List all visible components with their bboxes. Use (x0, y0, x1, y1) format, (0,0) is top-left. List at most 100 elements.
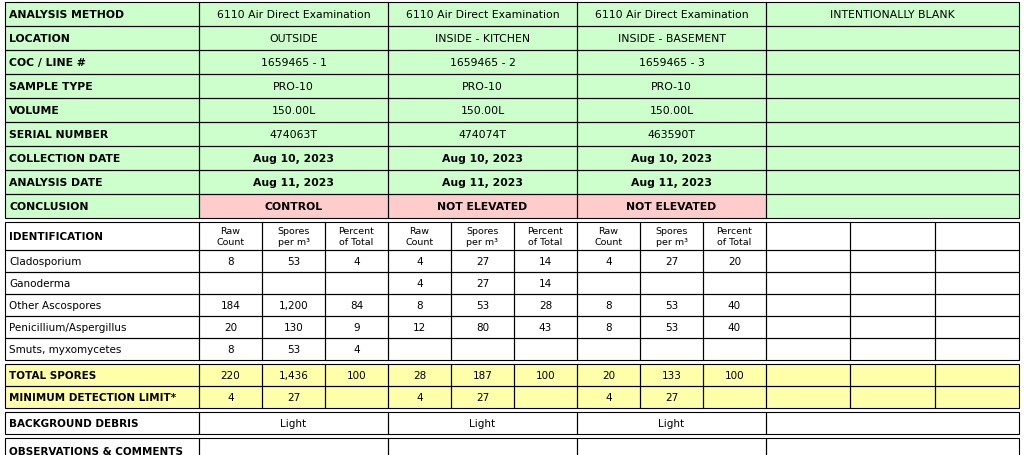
Bar (5, 3, 199, 27)
Bar (5, 51, 199, 75)
Text: Aug 10, 2023: Aug 10, 2023 (253, 154, 334, 164)
Bar (577, 294, 640, 316)
Text: Raw
Count: Raw Count (216, 227, 245, 246)
Bar (5, 171, 199, 195)
Text: 80: 80 (476, 322, 489, 332)
Bar (199, 273, 262, 294)
Bar (703, 386, 766, 408)
Text: Aug 11, 2023: Aug 11, 2023 (253, 177, 334, 187)
Bar (766, 99, 1019, 123)
Bar (451, 316, 514, 338)
Bar (325, 294, 388, 316)
Text: 53: 53 (665, 322, 678, 332)
Bar (766, 99, 1019, 123)
Bar (199, 222, 262, 250)
Bar (388, 123, 577, 147)
Text: SAMPLE TYPE: SAMPLE TYPE (9, 82, 92, 92)
Bar (5, 27, 199, 51)
Bar (451, 273, 514, 294)
Text: 4: 4 (416, 257, 423, 267)
Text: 184: 184 (220, 300, 241, 310)
Bar (514, 294, 577, 316)
Text: 40: 40 (728, 300, 741, 310)
Bar (262, 250, 325, 273)
Bar (577, 27, 766, 51)
Bar (199, 3, 388, 27)
Bar (388, 222, 451, 250)
Text: 130: 130 (284, 322, 303, 332)
Bar (388, 364, 451, 386)
Bar (935, 222, 1019, 250)
Bar (388, 123, 577, 147)
Bar (5, 123, 199, 147)
Bar (388, 195, 577, 218)
Text: 27: 27 (476, 257, 489, 267)
Bar (199, 412, 388, 434)
Text: 27: 27 (476, 392, 489, 402)
Bar (325, 338, 388, 360)
Bar (199, 364, 262, 386)
Text: 150.00L: 150.00L (461, 106, 505, 116)
Text: 1659465 - 2: 1659465 - 2 (450, 58, 515, 68)
Text: 4: 4 (227, 392, 233, 402)
Bar (766, 195, 1019, 218)
Text: 8: 8 (227, 257, 233, 267)
Bar (577, 123, 766, 147)
Bar (388, 3, 577, 27)
Bar (577, 364, 640, 386)
Text: INSIDE - BASEMENT: INSIDE - BASEMENT (617, 34, 725, 44)
Bar (935, 364, 1019, 386)
Bar (577, 386, 640, 408)
Text: 4: 4 (605, 257, 611, 267)
Bar (199, 386, 262, 408)
Text: INSIDE - KITCHEN: INSIDE - KITCHEN (435, 34, 530, 44)
Text: Smuts, myxomycetes: Smuts, myxomycetes (9, 344, 122, 354)
Bar (5, 123, 199, 147)
Text: Raw
Count: Raw Count (406, 227, 433, 246)
Text: 4: 4 (353, 257, 359, 267)
Text: 20: 20 (602, 370, 615, 380)
Bar (935, 294, 1019, 316)
Bar (577, 412, 766, 434)
Text: 474063T: 474063T (269, 130, 317, 140)
Text: 28: 28 (413, 370, 426, 380)
Bar (577, 438, 766, 455)
Bar (766, 3, 1019, 27)
Bar (577, 75, 766, 99)
Bar (5, 147, 199, 171)
Bar (577, 273, 640, 294)
Bar (199, 171, 388, 195)
Text: 9: 9 (353, 322, 359, 332)
Text: 27: 27 (287, 392, 300, 402)
Bar (388, 386, 451, 408)
Bar (577, 75, 766, 99)
Bar (703, 273, 766, 294)
Bar (935, 386, 1019, 408)
Bar (451, 364, 514, 386)
Bar (514, 222, 577, 250)
Bar (577, 147, 766, 171)
Bar (388, 51, 577, 75)
Text: Percent
of Total: Percent of Total (527, 227, 563, 246)
Text: Raw
Count: Raw Count (595, 227, 623, 246)
Text: INTENTIONALLY BLANK: INTENTIONALLY BLANK (830, 10, 954, 20)
Bar (703, 364, 766, 386)
Bar (199, 386, 262, 408)
Bar (766, 27, 1019, 51)
Bar (577, 99, 766, 123)
Bar (850, 364, 935, 386)
Bar (640, 273, 703, 294)
Text: Light: Light (658, 418, 685, 428)
Text: 53: 53 (665, 300, 678, 310)
Bar (640, 364, 703, 386)
Bar (388, 171, 577, 195)
Text: 14: 14 (539, 257, 552, 267)
Bar (388, 51, 577, 75)
Bar (199, 438, 388, 455)
Bar (388, 195, 577, 218)
Bar (640, 364, 703, 386)
Bar (703, 364, 766, 386)
Bar (514, 386, 577, 408)
Bar (766, 412, 1019, 434)
Bar (514, 338, 577, 360)
